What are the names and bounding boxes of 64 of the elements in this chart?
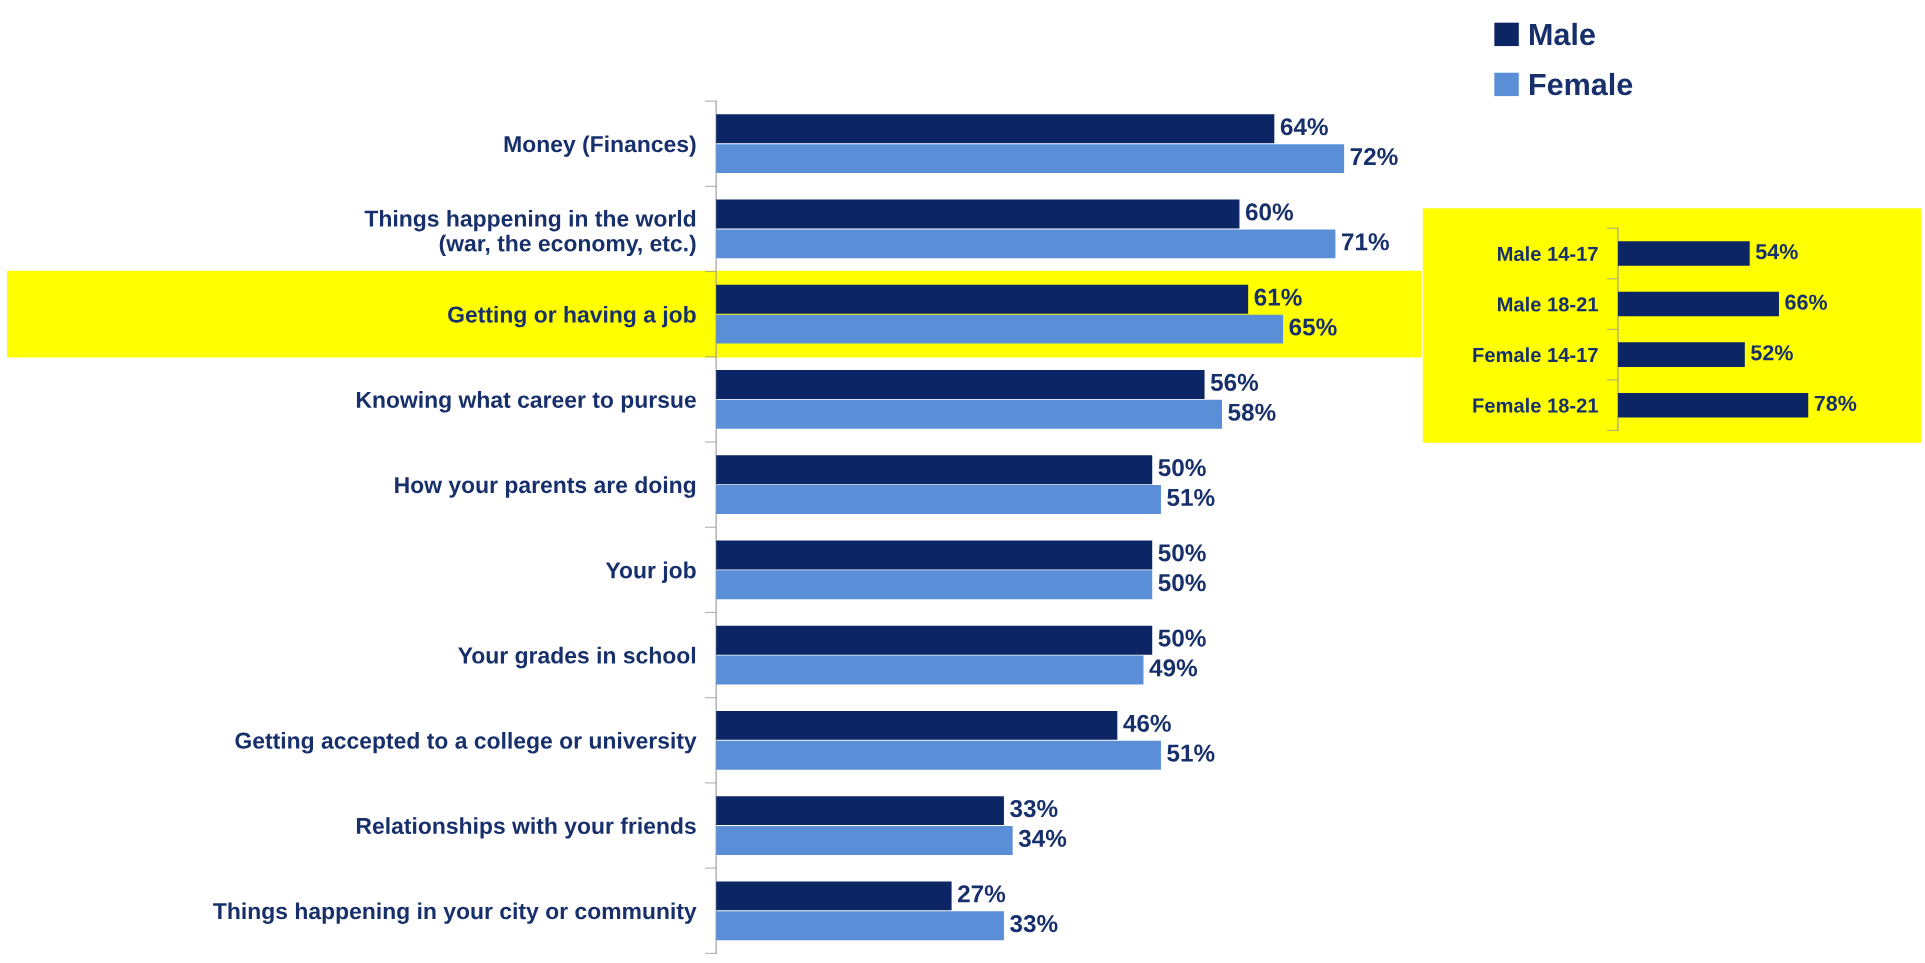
data-label: 60% [1245,203,1294,221]
bar [716,199,1240,229]
data-label: 66% [1785,294,1828,310]
data-label: 46% [1123,714,1171,732]
data-label: 51% [1167,488,1215,507]
legend-label: Female [1530,72,1633,96]
y-tick-label: How your parents are doing [395,476,696,498]
y-tick-label: Knowing what career to pursue [356,391,696,413]
bar [716,314,1284,344]
bar [716,625,1153,655]
bar [716,740,1161,770]
bar [716,114,1275,144]
bar [716,710,1118,740]
bar [716,570,1153,600]
bar [1617,342,1745,367]
data-label: 51% [1167,744,1215,762]
bar [716,284,1249,314]
y-tick-label: Money (Finances) [504,135,696,157]
bar [716,881,952,911]
data-label: 27% [958,885,1006,903]
y-tick-label: Your job [605,561,696,583]
bar [1617,392,1809,418]
bar [716,796,1004,826]
bar [716,370,1205,399]
bar [1617,291,1779,317]
y-tick-label: Female 18-21 [1473,397,1598,413]
data-label: 34% [1018,829,1067,847]
data-label: 58% [1228,403,1276,421]
bar [716,540,1153,570]
y-tick-label: Male 18-21 [1498,296,1598,312]
data-label: 49% [1149,659,1198,677]
y-tick-label: Male 14-17 [1498,246,1598,262]
bar [716,655,1144,685]
data-label: 54% [1755,244,1798,260]
bar [716,911,1004,941]
data-label: 50% [1158,459,1206,477]
data-label: 56% [1210,373,1259,392]
data-label: 64% [1280,118,1328,136]
data-label: 71% [1341,233,1389,251]
data-label: 33% [1010,799,1058,818]
data-label: 50% [1158,574,1206,592]
y-tick-label: Getting or having a job [448,305,696,328]
bar [1617,241,1750,266]
data-label: 61% [1254,288,1302,306]
data-label: 72% [1350,147,1398,166]
bar [716,485,1161,515]
legend-label: Male [1530,22,1595,46]
data-label: 65% [1289,318,1337,336]
data-label: 33% [1010,914,1058,933]
bar [716,455,1153,485]
bar [716,229,1336,259]
data-label: 50% [1158,629,1206,647]
bar [716,144,1345,174]
y-tick-label: Getting accepted to a college or university [235,732,697,754]
data-label: 50% [1158,544,1206,562]
bar [716,825,1013,855]
data-label: 52% [1751,345,1793,361]
y-tick-label: Things happening in the world (war, the economy, etc.) [364,209,696,257]
y-tick-label: Things happening in your city or community [213,902,697,924]
bar [716,399,1222,429]
y-tick-label: Female 14-17 [1473,347,1598,363]
data-label: 78% [1814,395,1857,411]
y-tick-label: Relationships with your friends [356,817,696,839]
y-tick-label: Your grades in school [458,646,696,669]
